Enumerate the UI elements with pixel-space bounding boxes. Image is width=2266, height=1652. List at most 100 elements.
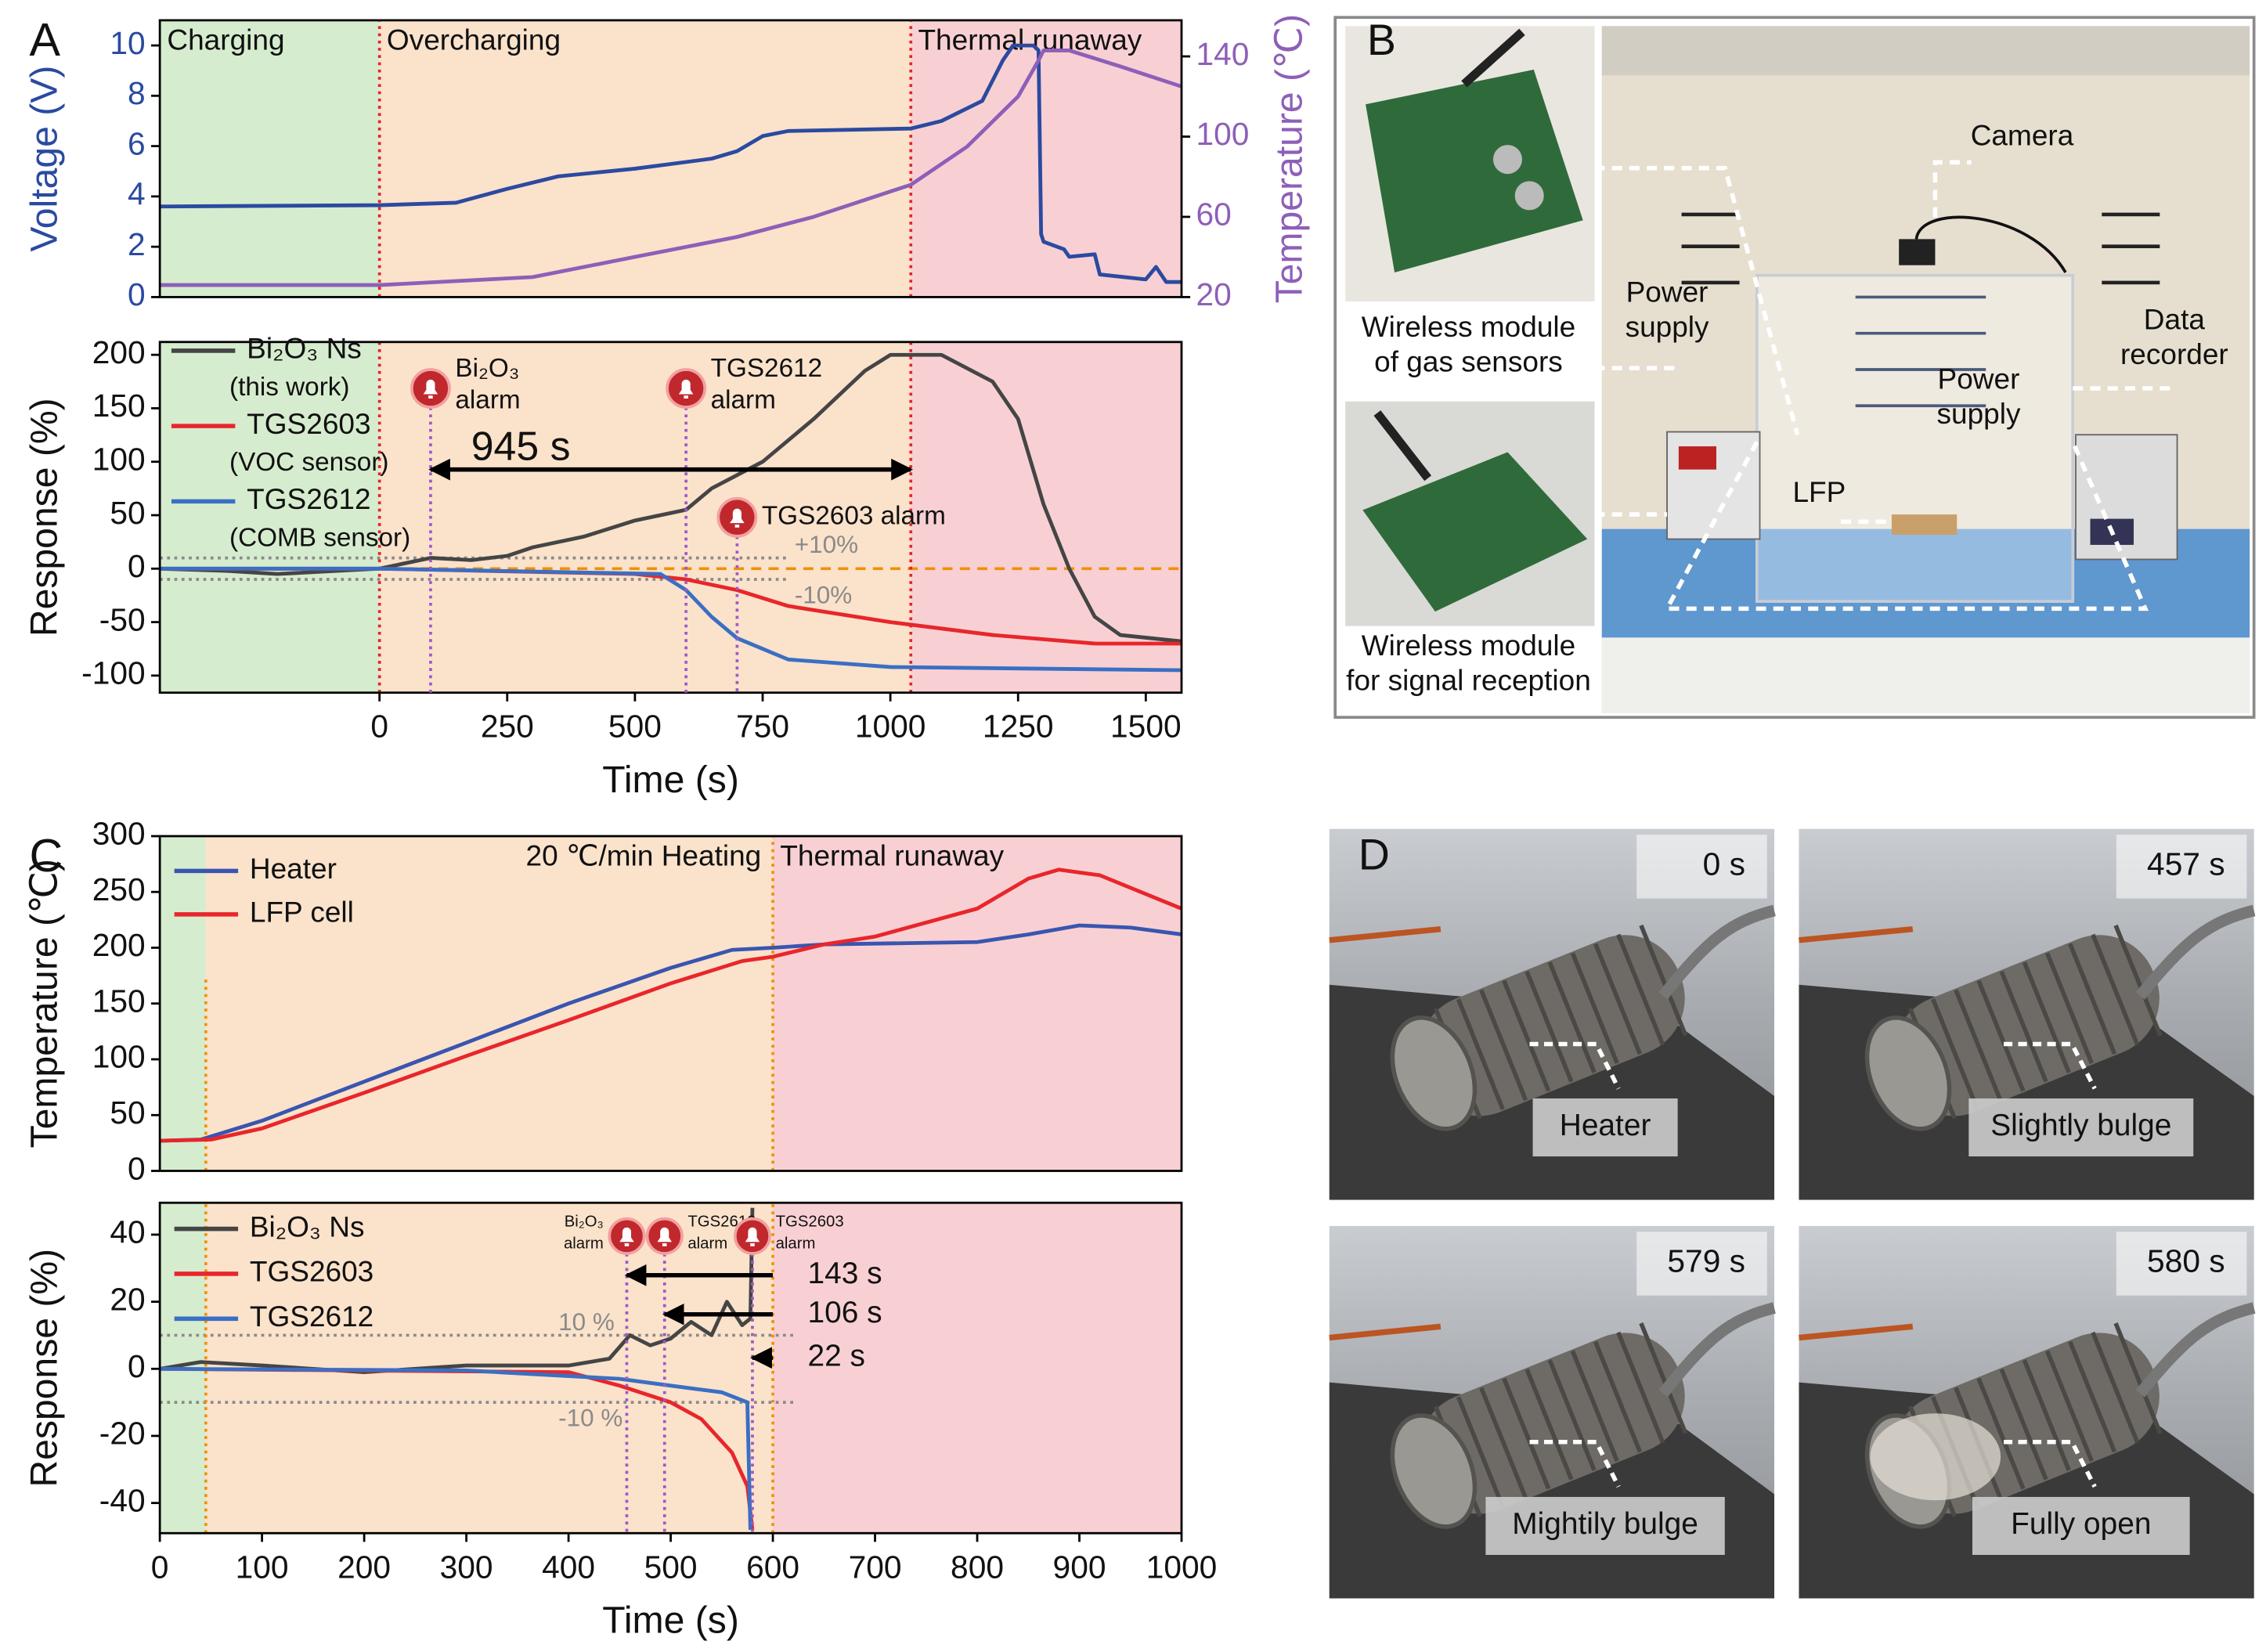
antenna [1373,410,1432,482]
coil-ring [1570,952,1619,1065]
frame-caption: Fully open [2011,1507,2151,1541]
x-tick-label: 1000 [1146,1549,1218,1585]
panel-label: B [1367,16,1396,64]
interval-label: 143 s [807,1257,882,1290]
photo-label: Power [1938,363,2020,395]
x-axis-label: Time (s) [602,1600,739,1642]
region [911,341,1182,693]
y2-tick-label: 20 [1196,276,1232,312]
caption-box [1485,1496,1725,1555]
caption-box [1972,1496,2190,1555]
time-box [2116,1232,2247,1296]
probe-wire [1329,1323,1442,1341]
circuit-board [1362,452,1588,612]
coil-ring [1547,1359,1597,1471]
photo-caption: for signal reception [1346,664,1591,697]
coil-ring [1999,970,2048,1083]
series-line [160,1366,752,1531]
y-tick-label: 50 [110,495,145,531]
callout-line [1529,1439,1621,1488]
legend-label: Bi₂O₃ Ns [250,1210,365,1243]
region [773,1203,1182,1534]
coil-ring [2022,961,2071,1073]
probe-wire [1799,1323,1914,1341]
coil-ring [1456,1396,1505,1509]
x-tick-label: 400 [542,1549,595,1585]
dashed-callout [1594,165,1800,435]
y-tick-label: 8 [128,75,146,111]
legend-label: TGS2612 [250,1300,373,1333]
y-tick-label: 300 [92,816,146,852]
frame-time: 579 s [1667,1243,1745,1279]
alarm-label: alarm [776,1235,816,1252]
photo-label: supply [1937,397,2021,430]
y-tick-label: 20 [110,1281,145,1317]
heater-lead [2135,904,2256,1000]
region-label: 20 ℃/min Heating [526,839,762,872]
photo-label: Data [2144,303,2206,336]
x-tick-label: 800 [951,1549,1004,1585]
photo-caption: Wireless module [1362,310,1575,343]
coil-ring [1976,979,2026,1092]
coil-ring [1976,1377,2026,1490]
camera [1899,239,1936,265]
coil-ring [2044,1350,2094,1463]
region-label: Charging [167,23,284,56]
y-tick-label: 0 [128,276,146,312]
frame-caption: Heater [1560,1109,1651,1142]
x-tick-label: 500 [608,709,662,745]
coil-ring [1479,1387,1528,1499]
photo-caption: Wireless module [1362,629,1575,662]
threshold-label: -10 % [558,1405,622,1432]
antenna [1461,28,1525,88]
connector [1492,145,1522,175]
legend-label: TGS2603 [250,1255,373,1288]
region [160,835,206,1171]
alarm-bell [730,508,745,528]
panel-label: C [30,829,63,882]
plot-frame [158,19,1183,298]
legend-description: (VOC sensor) [229,448,389,477]
coil-ring [1616,1331,1665,1444]
series-line [160,49,1182,287]
coil-ring [1502,979,1551,1092]
coil-ring [2091,933,2140,1046]
y-tick-label: 150 [92,983,146,1019]
caption-box [1968,1098,2194,1156]
photo-label: supply [1626,310,1709,343]
time-box [2116,835,2247,899]
frame-caption: Mightily bulge [1512,1507,1698,1541]
alarm-label: Bi₂O₃ [455,354,519,383]
region [205,835,774,1171]
x-tick-label: 1250 [983,709,1054,745]
coil-ring [1570,1350,1619,1463]
coil-ring [2068,1340,2117,1453]
callout-line [1529,1041,1621,1090]
y-tick-label: 100 [92,1039,146,1075]
time-box [1636,1232,1767,1296]
coil-ring [1954,989,2003,1102]
x-tick-label: 200 [337,1549,391,1585]
region [773,835,1182,1171]
cylinder-end [1390,1413,1478,1529]
alarm-label: alarm [687,1235,727,1252]
y-tick-label: 40 [110,1214,145,1250]
y2-tick-label: 140 [1196,36,1250,72]
region [160,20,380,298]
legend-description: (this work) [229,373,350,402]
region [160,341,380,693]
coil-ring [2068,943,2117,1055]
coil-ring [2113,924,2163,1037]
legend-label: Bi₂O₃ Ns [247,332,362,365]
y-axis-label: Response (%) [23,398,65,637]
y-tick-label: 10 [110,25,145,61]
coil-ring [1931,998,1980,1110]
photo-label: LFP [1792,475,1846,508]
y-tick-label: -100 [81,655,145,691]
y-tick-label: -20 [99,1416,146,1452]
dashed-callout [1932,160,1972,218]
photo-label: recorder [2120,337,2228,370]
circuit-board [1366,69,1583,272]
interval-label: 22 s [807,1340,864,1373]
y-tick-label: 250 [92,871,146,907]
